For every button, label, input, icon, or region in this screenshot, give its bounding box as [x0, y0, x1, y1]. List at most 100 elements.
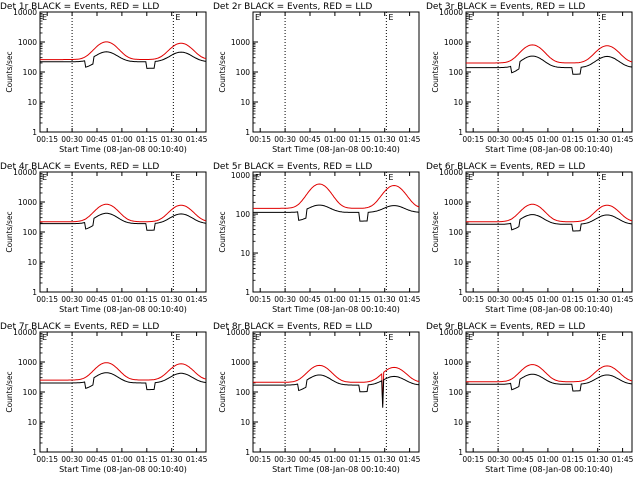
x-tick-label: 01:00	[537, 295, 559, 304]
marker-label-left: E	[255, 173, 260, 182]
events-series-line	[40, 212, 207, 231]
events-series-line	[466, 55, 633, 75]
panel-title: Det 9r BLACK = Events, RED = LLD	[426, 322, 585, 332]
y-tick-label: 10	[27, 98, 37, 107]
x-tick-label: 00:45	[299, 135, 321, 144]
marker-label-left: E	[468, 173, 473, 182]
x-tick-label: 01:30	[161, 295, 183, 304]
x-tick-label: 01:00	[111, 455, 133, 464]
y-tick-label: 1	[245, 288, 250, 297]
events-series-line	[253, 204, 420, 222]
x-tick-label: 01:30	[374, 135, 396, 144]
y-tick-label: 100	[23, 68, 38, 77]
marker-label-right: E	[175, 13, 180, 22]
y-axis-label: Counts/sec	[431, 211, 440, 252]
y-tick-label: 100	[23, 388, 38, 397]
x-axis-label: Start Time (08-Jan-08 00:10:40)	[485, 145, 613, 154]
x-axis-label: Start Time (08-Jan-08 00:10:40)	[59, 305, 187, 314]
y-tick-label: 1000	[444, 198, 463, 207]
x-tick-label: 00:15	[36, 455, 58, 464]
panel-title: Det 3r BLACK = Events, RED = LLD	[426, 2, 585, 12]
x-tick-label: 01:15	[136, 135, 158, 144]
marker-label-right: E	[388, 13, 393, 22]
events-series-line	[40, 51, 207, 69]
events-series-line	[253, 374, 420, 408]
x-tick-label: 00:45	[86, 135, 108, 144]
y-tick-label: 1000	[444, 358, 463, 367]
plot-frame	[252, 171, 420, 293]
y-axis-label: Counts/sec	[431, 371, 440, 412]
x-axis-label: Start Time (08-Jan-08 00:10:40)	[272, 465, 400, 474]
plot-frame	[465, 11, 633, 133]
x-tick-label: 00:45	[512, 295, 534, 304]
x-tick-label: 00:30	[61, 295, 83, 304]
lld-series-line	[40, 362, 207, 381]
x-tick-label: 01:00	[111, 295, 133, 304]
marker-label-right: E	[388, 173, 393, 182]
y-tick-label: 10000	[226, 328, 250, 337]
x-tick-label: 00:15	[462, 295, 484, 304]
x-tick-label: 01:45	[612, 455, 634, 464]
lld-series-line	[40, 203, 207, 223]
lld-series-line	[466, 364, 633, 383]
panel-title: Det 4r BLACK = Events, RED = LLD	[0, 162, 159, 172]
marker-label-right: E	[601, 333, 606, 342]
x-tick-label: 00:15	[249, 135, 271, 144]
x-tick-label: 01:30	[587, 135, 609, 144]
y-tick-label: 100	[236, 68, 251, 77]
y-tick-label: 100	[449, 68, 464, 77]
x-tick-label: 00:30	[487, 455, 509, 464]
x-tick-label: 01:00	[324, 135, 346, 144]
x-tick-label: 00:30	[487, 135, 509, 144]
y-tick-label: 100	[236, 210, 251, 219]
x-tick-label: 00:30	[274, 455, 296, 464]
y-axis-label: Counts/sec	[218, 211, 227, 252]
x-tick-label: 00:45	[86, 295, 108, 304]
events-series-line	[466, 214, 633, 232]
plot-frame	[252, 11, 420, 133]
y-tick-label: 10000	[439, 168, 463, 177]
y-tick-label: 10	[240, 418, 250, 427]
lld-series-line	[40, 41, 207, 61]
marker-label-left: E	[42, 173, 47, 182]
x-tick-label: 01:45	[399, 455, 421, 464]
y-tick-label: 10000	[439, 328, 463, 337]
x-tick-label: 01:30	[587, 295, 609, 304]
y-tick-label: 10000	[13, 328, 37, 337]
panel-7: Det 7r BLACK = Events, RED = LLD 00:15 00:…	[0, 322, 208, 474]
marker-label-left: E	[255, 333, 260, 342]
y-tick-label: 1000	[18, 358, 37, 367]
y-tick-label: 1	[458, 288, 463, 297]
x-tick-label: 01:45	[399, 135, 421, 144]
panel-title: Det 1r BLACK = Events, RED = LLD	[0, 2, 159, 12]
y-tick-label: 1	[32, 448, 37, 457]
x-tick-label: 01:15	[562, 295, 584, 304]
y-axis-label: Counts/sec	[5, 211, 14, 252]
x-tick-label: 00:15	[462, 455, 484, 464]
x-tick-label: 01:30	[587, 455, 609, 464]
y-tick-label: 1	[32, 128, 37, 137]
x-tick-label: 00:45	[512, 455, 534, 464]
x-tick-label: 01:45	[612, 295, 634, 304]
marker-label-left: E	[42, 333, 47, 342]
x-axis-label: Start Time (08-Jan-08 00:10:40)	[59, 465, 187, 474]
y-tick-label: 100	[23, 228, 38, 237]
plot-frame	[252, 331, 420, 453]
x-tick-label: 01:15	[349, 295, 371, 304]
panel-title: Det 7r BLACK = Events, RED = LLD	[0, 322, 159, 332]
lld-series-line	[466, 44, 633, 64]
plot-frame	[39, 331, 207, 453]
x-axis-label: Start Time (08-Jan-08 00:10:40)	[485, 465, 613, 474]
y-tick-label: 10	[240, 249, 250, 258]
plot-frame	[465, 331, 633, 453]
x-tick-label: 00:30	[61, 135, 83, 144]
x-tick-label: 00:45	[86, 455, 108, 464]
x-tick-label: 01:15	[349, 135, 371, 144]
x-tick-label: 00:15	[249, 295, 271, 304]
y-tick-label: 100	[236, 388, 251, 397]
plot-frame	[39, 11, 207, 133]
